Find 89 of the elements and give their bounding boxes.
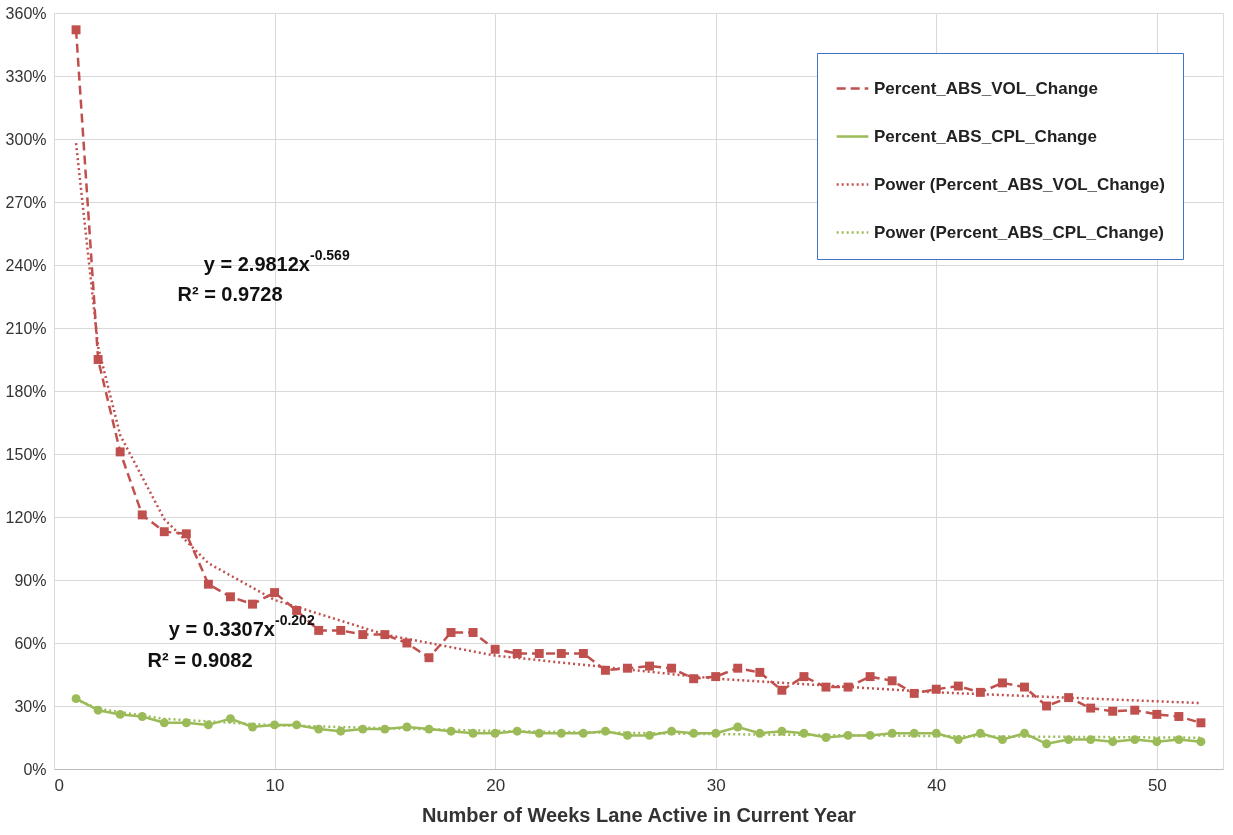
point	[181, 529, 191, 539]
point	[71, 25, 81, 35]
x-tick-label: 40	[927, 775, 947, 795]
point	[490, 644, 500, 654]
point	[865, 672, 875, 682]
point	[248, 599, 257, 609]
point	[1108, 706, 1118, 716]
legend-label: Power (Percent_ABS_CPL_Change)	[874, 222, 1165, 242]
y-tick-label: 180%	[5, 382, 47, 400]
point	[292, 605, 302, 615]
y-tick-label: 360%	[5, 4, 47, 22]
point	[667, 663, 677, 673]
point	[909, 688, 919, 698]
point	[115, 447, 125, 457]
y-tick-label: 240%	[5, 256, 47, 274]
point	[975, 687, 985, 697]
y-tick-label: 330%	[5, 67, 47, 85]
point	[1042, 739, 1052, 749]
point	[512, 649, 522, 658]
point	[446, 628, 456, 637]
point	[689, 728, 699, 738]
x-tick-label: 20	[486, 775, 506, 795]
point	[137, 510, 147, 520]
point	[159, 718, 169, 728]
point	[645, 730, 654, 740]
point	[159, 527, 169, 537]
point	[1020, 728, 1029, 738]
point	[689, 674, 699, 684]
y-tick-label: 300%	[5, 130, 47, 148]
y-tick-label: 120%	[5, 508, 47, 526]
point	[203, 579, 213, 589]
point	[799, 672, 809, 682]
point	[336, 726, 346, 736]
point	[336, 625, 346, 635]
annotation: R² = 0.9728	[177, 283, 283, 305]
point	[556, 649, 566, 658]
point	[225, 714, 235, 724]
point	[424, 653, 434, 663]
point	[1108, 737, 1118, 747]
x-tick-label: 10	[265, 775, 285, 795]
point	[1196, 737, 1206, 747]
point	[843, 682, 853, 692]
x-axis-title: Number of Weeks Lane Active in Current Year	[421, 803, 857, 826]
point	[270, 588, 280, 598]
point	[733, 722, 743, 732]
y-tick-label: 150%	[5, 445, 47, 463]
point	[777, 685, 787, 695]
y-tick-label: 90%	[14, 571, 47, 589]
x-tick-label: 0	[54, 775, 64, 795]
legend-label: Percent_ABS_VOL_Change	[874, 78, 1098, 98]
point	[115, 709, 125, 719]
point	[380, 630, 390, 640]
point	[997, 678, 1007, 688]
y-tick-label: 60%	[14, 634, 47, 652]
y-tick-label: 30%	[14, 697, 47, 715]
point	[1152, 709, 1162, 719]
point	[623, 730, 632, 740]
point	[578, 649, 588, 658]
y-tick-label: 210%	[5, 319, 47, 337]
point	[1196, 718, 1206, 728]
point	[1174, 712, 1184, 721]
point	[953, 681, 963, 691]
point	[887, 676, 897, 686]
point	[953, 735, 963, 745]
point	[225, 592, 235, 602]
point	[358, 630, 368, 640]
point	[534, 649, 544, 658]
point	[975, 728, 985, 738]
point	[755, 667, 765, 677]
x-tick-label: 50	[1147, 775, 1167, 795]
annotation: R² = 0.9082	[147, 649, 253, 671]
point	[1064, 693, 1074, 703]
x-tick-label: 30	[706, 775, 726, 795]
point	[1130, 705, 1140, 715]
point	[733, 663, 743, 673]
y-tick-label: 0%	[23, 760, 47, 778]
y-tick-label: 270%	[5, 193, 47, 211]
point	[909, 728, 919, 738]
point	[468, 628, 478, 637]
point	[1086, 703, 1096, 713]
point	[1020, 682, 1029, 692]
point	[1064, 735, 1074, 745]
legend-label: Percent_ABS_CPL_Change	[874, 126, 1097, 146]
point	[1042, 701, 1052, 711]
point	[645, 661, 654, 671]
point	[1086, 735, 1096, 745]
legend-label: Power (Percent_ABS_VOL_Change)	[874, 174, 1165, 194]
point	[314, 625, 324, 635]
point	[1152, 737, 1162, 747]
